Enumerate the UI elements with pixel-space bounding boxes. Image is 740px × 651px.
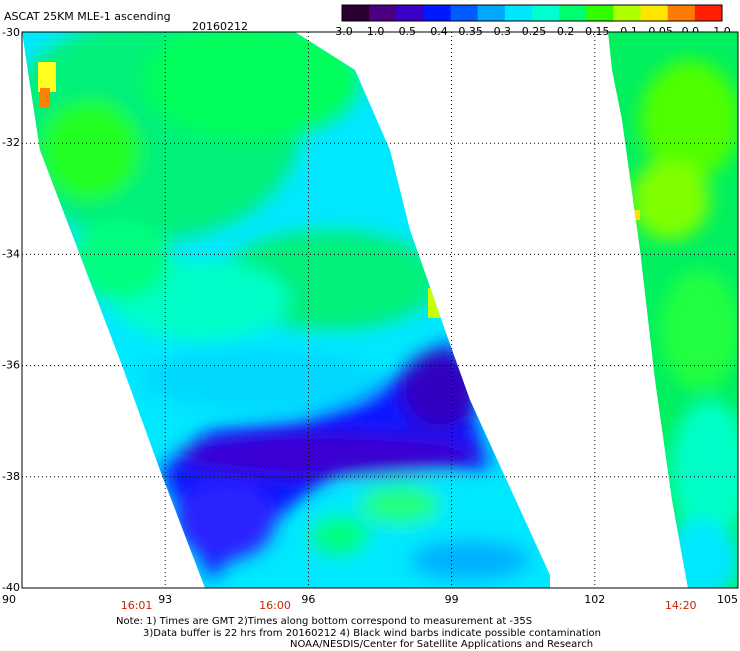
map-plot: 90 93 96 99 102 105 -30 -32 -34 -36 -38 -40 16:01 16:… (2, 26, 739, 612)
latitude-tick-label: -36 (2, 359, 20, 372)
swath-1 (22, 32, 550, 588)
colorbar-segment (504, 5, 533, 21)
longitude-tick-label: 102 (584, 593, 605, 606)
colorbar-segment (477, 5, 506, 21)
longitude-tick-label: 99 (445, 593, 459, 606)
axis-labels: 90 93 96 99 102 105 -30 -32 -34 -36 -38 -40 16:01 16:… (2, 26, 738, 612)
longitude-tick-label: 93 (158, 593, 172, 606)
colorbar-segment (640, 5, 669, 21)
product-title: ASCAT 25KM MLE-1 ascending (4, 10, 171, 23)
pass-time-label: 14:20 (665, 599, 697, 612)
colorbar-segment (586, 5, 614, 21)
pass-time-label: 16:01 (121, 599, 153, 612)
latitude-tick-label: -38 (2, 470, 20, 483)
latitude-tick-label: -30 (2, 26, 20, 39)
graticule (22, 32, 738, 588)
product-date: 20160212 (192, 20, 248, 33)
colorbar: -3.0 -1.0 -0.5 -0.4 -0.35 -0.3 -0.25 -0.2 -0.15-… (331, 4, 731, 38)
note-line-3: NOAA/NESDIS/Center for Satellite Applica… (290, 639, 594, 650)
colorbar-segment (694, 5, 723, 21)
colorbar-segment (559, 5, 587, 21)
latitude-tick-label: -32 (2, 136, 20, 149)
colorbar-segment (396, 5, 424, 21)
colorbar-segment (613, 5, 642, 21)
latitude-tick-label: -40 (2, 581, 20, 594)
pass-time-label: 16:00 (259, 599, 291, 612)
colorbar-segment (369, 5, 397, 21)
longitude-tick-label: 90 (2, 593, 16, 606)
longitude-tick-label: 96 (301, 593, 315, 606)
note-line-2: 3)Data buffer is 22 hrs from 20160212 4)… (143, 628, 601, 639)
swath-2 (608, 32, 738, 588)
note-line-1: Note: 1) Times are GMT 2)Times along bot… (116, 616, 533, 627)
longitude-tick-label: 105 (717, 593, 738, 606)
latitude-tick-label: -34 (2, 247, 20, 260)
colorbar-segment (423, 5, 452, 21)
colorbar-segment (342, 5, 370, 21)
colorbar-frame (341, 4, 723, 22)
colorbar-segment (450, 5, 479, 21)
colorbar-segment (667, 5, 696, 21)
colorbar-segment (532, 5, 560, 21)
